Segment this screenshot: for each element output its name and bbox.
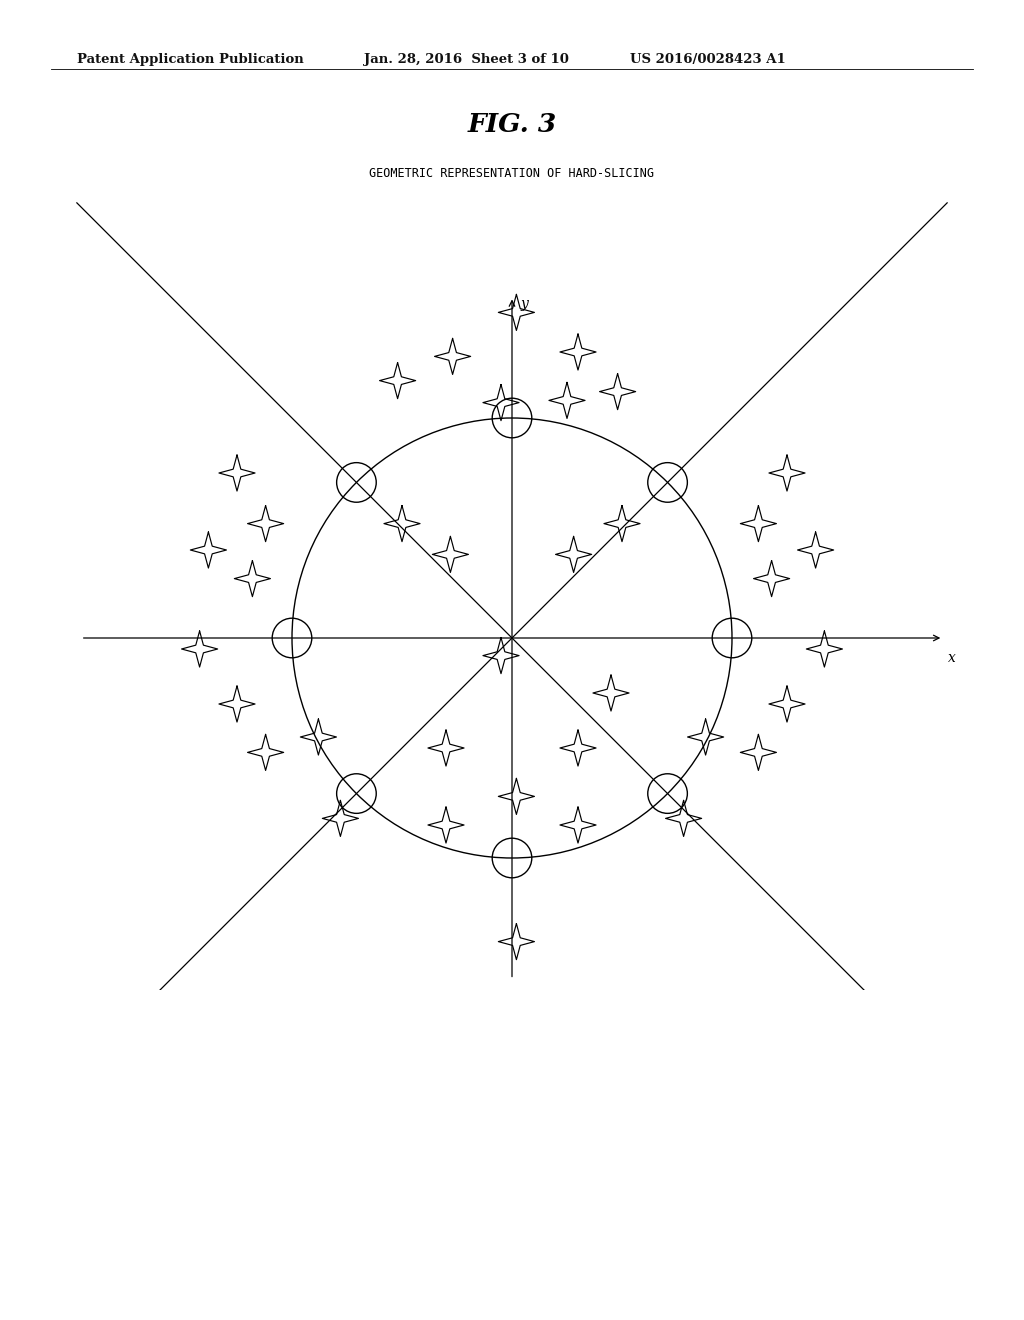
Text: FIG. 3: FIG. 3 bbox=[467, 112, 557, 136]
Text: x: x bbox=[947, 651, 955, 665]
Text: Jan. 28, 2016  Sheet 3 of 10: Jan. 28, 2016 Sheet 3 of 10 bbox=[364, 53, 568, 66]
Text: Patent Application Publication: Patent Application Publication bbox=[77, 53, 303, 66]
Text: US 2016/0028423 A1: US 2016/0028423 A1 bbox=[630, 53, 785, 66]
Text: GEOMETRIC REPRESENTATION OF HARD-SLICING: GEOMETRIC REPRESENTATION OF HARD-SLICING bbox=[370, 166, 654, 180]
Text: y: y bbox=[521, 297, 528, 310]
